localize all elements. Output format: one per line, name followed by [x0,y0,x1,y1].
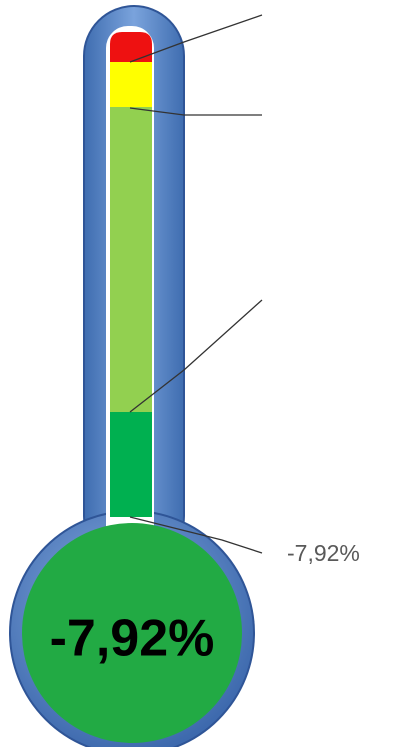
callout-label: -7,92% [287,540,360,566]
band-red [110,32,152,62]
band-yellow [110,62,152,107]
band-green [110,412,152,517]
band-light-green [110,107,152,412]
bulb-label: -7,92% [50,610,215,668]
thermometer-chart: -7,92% -7,92% [0,0,400,747]
